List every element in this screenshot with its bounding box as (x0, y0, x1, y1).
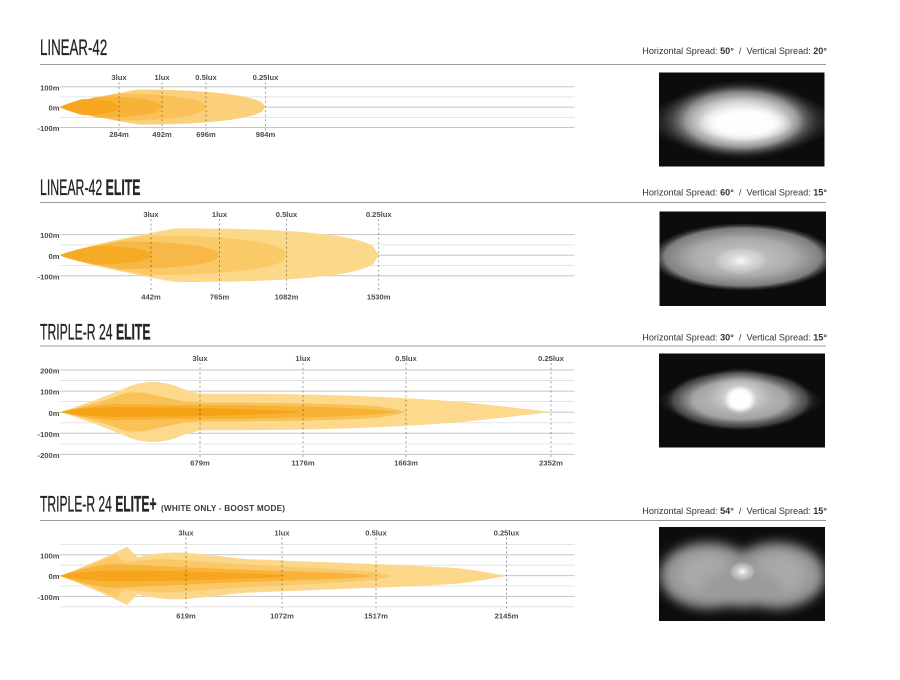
svg-text:Horizontal Spread: 54° / Ver: Horizontal Spread: 54° / Vertical Spread… (642, 506, 827, 516)
svg-text:1072m: 1072m (270, 612, 294, 621)
svg-text:0.25lux: 0.25lux (538, 354, 565, 363)
svg-text:100m: 100m (40, 388, 60, 397)
svg-text:0.25lux: 0.25lux (494, 529, 521, 538)
svg-text:0m: 0m (49, 572, 60, 581)
svg-text:1517m: 1517m (364, 612, 388, 621)
svg-text:TRIPLE-R 24 ELITE: TRIPLE-R 24 ELITE (40, 320, 151, 345)
svg-text:619m: 619m (176, 612, 196, 621)
svg-text:679m: 679m (190, 459, 210, 468)
svg-text:1lux: 1lux (154, 73, 170, 82)
svg-text:0.25lux: 0.25lux (253, 73, 280, 82)
svg-text:0m: 0m (49, 252, 60, 261)
svg-text:Horizontal Spread: 60° / Ver: Horizontal Spread: 60° / Vertical Spread… (642, 188, 827, 198)
svg-text:984m: 984m (256, 130, 276, 139)
svg-text:492m: 492m (152, 130, 172, 139)
svg-text:3lux: 3lux (111, 73, 127, 82)
svg-text:3lux: 3lux (178, 529, 194, 538)
svg-text:2145m: 2145m (495, 612, 519, 621)
svg-text:0m: 0m (49, 104, 60, 113)
svg-text:442m: 442m (141, 293, 161, 302)
svg-text:200m: 200m (40, 367, 60, 376)
svg-text:0.25lux: 0.25lux (366, 210, 393, 219)
svg-text:-100m: -100m (38, 272, 60, 281)
svg-text:Horizontal Spread: 50° / Ver: Horizontal Spread: 50° / Vertical Spread… (642, 46, 827, 56)
svg-text:0.5lux: 0.5lux (365, 529, 387, 538)
svg-text:LINEAR-42: LINEAR-42 (40, 36, 107, 60)
svg-text:Horizontal Spread: 30° / Ver: Horizontal Spread: 30° / Vertical Spread… (642, 333, 827, 343)
svg-text:2352m: 2352m (539, 459, 563, 468)
svg-text:284m: 284m (109, 130, 129, 139)
svg-text:1lux: 1lux (274, 529, 290, 538)
svg-text:3lux: 3lux (192, 354, 208, 363)
svg-text:1lux: 1lux (212, 210, 228, 219)
svg-text:TRIPLE-R 24 ELITE+: TRIPLE-R 24 ELITE+ (40, 492, 157, 517)
svg-text:696m: 696m (196, 130, 216, 139)
svg-text:3lux: 3lux (143, 210, 159, 219)
svg-text:1082m: 1082m (275, 293, 299, 302)
svg-text:LINEAR-42 ELITE: LINEAR-42 ELITE (40, 175, 141, 200)
svg-text:1lux: 1lux (295, 354, 311, 363)
svg-text:-100m: -100m (38, 593, 60, 602)
svg-text:100m: 100m (40, 231, 60, 240)
svg-text:-100m: -100m (38, 430, 60, 439)
svg-text:(WHITE ONLY - BOOST MODE): (WHITE ONLY - BOOST MODE) (161, 504, 285, 513)
svg-text:0m: 0m (49, 409, 60, 418)
svg-text:0.5lux: 0.5lux (395, 354, 417, 363)
svg-text:0.5lux: 0.5lux (276, 210, 298, 219)
svg-text:100m: 100m (40, 83, 60, 92)
svg-text:765m: 765m (210, 293, 230, 302)
svg-text:1176m: 1176m (291, 459, 314, 468)
svg-text:1663m: 1663m (394, 459, 418, 468)
svg-text:1530m: 1530m (367, 293, 391, 302)
svg-text:0.5lux: 0.5lux (195, 73, 217, 82)
svg-text:-100m: -100m (38, 124, 60, 133)
svg-text:-200m: -200m (38, 451, 60, 460)
svg-text:100m: 100m (40, 551, 60, 560)
